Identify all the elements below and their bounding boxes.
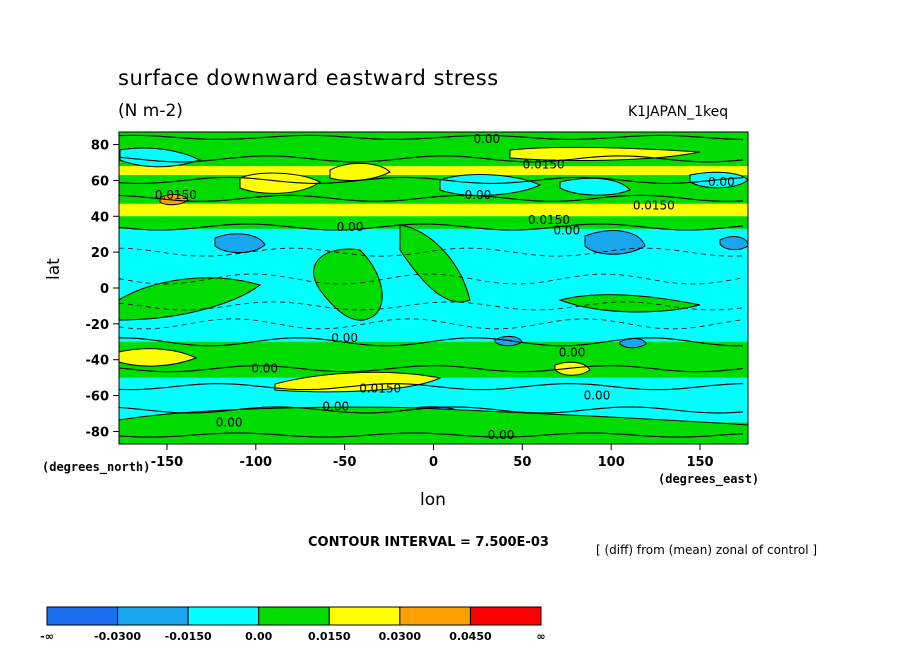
colorbar-label: -0.0150	[165, 630, 212, 643]
contour-patch	[313, 248, 383, 321]
contour-patch	[329, 162, 391, 181]
contour-line	[119, 176, 744, 184]
contour-label: 0.00	[216, 415, 243, 429]
dataset-label: K1JAPAN_1keq	[628, 104, 729, 120]
plot-area	[119, 132, 748, 444]
contour-label: 0.00	[331, 331, 358, 345]
contour-label: 0.00	[251, 362, 278, 376]
contour-patch	[494, 335, 523, 347]
x-tick-label: 150	[686, 455, 713, 470]
x-units-label: (degrees_east)	[658, 472, 760, 486]
contour-line	[119, 406, 744, 414]
colorbar-swatch	[399, 606, 471, 626]
contour-label: 0.00	[559, 346, 586, 360]
y-units-label: (degrees_north)	[42, 460, 151, 474]
contour-label: 0.0150	[633, 199, 675, 213]
y-tick-label: 60	[91, 174, 109, 189]
contour-patch	[554, 361, 591, 376]
colorbar-label: 0.0450	[449, 630, 492, 643]
colorbar-label: -∞	[40, 630, 54, 643]
contour-line-negative	[119, 247, 744, 257]
y-tick-label: 80	[91, 139, 109, 154]
shaded-region	[119, 166, 748, 176]
colorbar-swatch	[187, 606, 260, 626]
contour-label: 0.0150	[359, 381, 401, 395]
contour-label: 0.00	[473, 132, 500, 146]
contour-line	[119, 223, 744, 231]
colorbar-label: ∞	[536, 630, 545, 643]
contour-patch	[399, 224, 471, 303]
contour-label: 0.00	[488, 428, 515, 442]
colorbar-label: 0.0300	[379, 630, 422, 643]
colorbar-swatch	[46, 606, 119, 626]
x-axis-label: lon	[420, 490, 446, 510]
diff-note: [ (diff) from (mean) zonal of control ]	[596, 543, 818, 557]
contour-line-negative	[119, 301, 744, 311]
contour-line-negative	[119, 273, 744, 285]
contour-label: 0.00	[584, 389, 611, 403]
contour-patch	[559, 177, 631, 196]
contour-line	[119, 365, 744, 373]
chart-title: surface downward eastward stress	[118, 66, 499, 90]
chart-units: (N m-2)	[118, 101, 183, 121]
contour-label: 0.0150	[523, 157, 565, 171]
y-tick-label: -40	[86, 354, 110, 369]
colorbar-label: 0.0150	[308, 630, 351, 643]
contour-line	[119, 134, 744, 140]
colorbar-swatch	[328, 606, 401, 626]
contour-patch	[214, 233, 266, 254]
contour-patch	[719, 236, 748, 251]
contour-patch	[119, 277, 262, 321]
x-tick-label: -100	[240, 455, 273, 470]
contour-patch	[439, 174, 542, 196]
y-tick-label: 20	[91, 246, 109, 261]
y-tick-label: -60	[86, 390, 110, 405]
x-tick-label: 50	[513, 455, 531, 470]
colorbar-swatch	[117, 606, 189, 626]
x-tick-label: 0	[429, 455, 438, 470]
contour-line	[119, 155, 744, 163]
shaded-region	[119, 203, 748, 217]
contour-line	[119, 432, 744, 438]
contour-label: 0.0150	[528, 213, 570, 227]
x-tick-label: 100	[598, 455, 625, 470]
contour-line	[119, 383, 744, 391]
contour-label: 0.00	[322, 399, 349, 413]
contour-label: 0.00	[337, 220, 364, 234]
contour-patch	[558, 294, 701, 313]
contour-patch	[239, 172, 321, 194]
contour-line-negative	[119, 318, 744, 330]
contour-patch	[119, 348, 198, 367]
colorbar-label: 0.00	[245, 630, 272, 643]
colorbar-swatch	[469, 606, 542, 626]
y-tick-label: -20	[86, 318, 110, 333]
contour-interval: CONTOUR INTERVAL = 7.500E-03	[308, 535, 549, 550]
y-tick-label: 40	[91, 210, 109, 225]
contour-label: 0.0150	[155, 188, 197, 202]
y-tick-label: 0	[100, 282, 109, 297]
y-tick-label: -80	[86, 425, 110, 440]
contour-label: 0.00	[553, 224, 580, 238]
colorbar-label: -0.0300	[94, 630, 141, 643]
contour-label: 0.00	[465, 188, 492, 202]
colorbar-swatch	[258, 606, 330, 626]
x-tick-label: -150	[151, 455, 184, 470]
contour-line	[119, 194, 744, 202]
contour-label: 0.00	[708, 175, 735, 189]
contour-patch	[274, 371, 442, 393]
x-tick-label: -50	[333, 455, 357, 470]
contour-line	[119, 337, 744, 347]
